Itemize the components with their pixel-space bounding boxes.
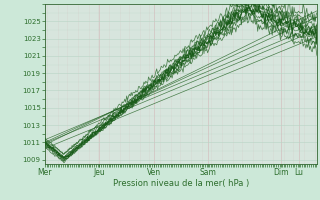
X-axis label: Pression niveau de la mer( hPa ): Pression niveau de la mer( hPa ) xyxy=(113,179,249,188)
